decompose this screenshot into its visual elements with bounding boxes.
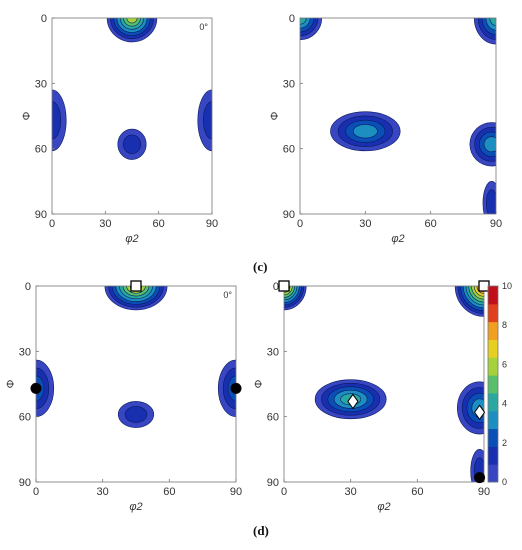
x-axis-label: φ2 <box>129 501 142 513</box>
y-tick-label: 0 <box>273 281 279 293</box>
contour-3-level-4 <box>483 136 496 153</box>
y-tick-label: 30 <box>283 78 295 90</box>
plot-area <box>300 18 496 214</box>
colorbar-segment <box>488 410 498 430</box>
colorbar-tick-label: 8 <box>502 320 507 330</box>
angle-annotation: 0° <box>223 290 232 300</box>
marker-square <box>278 280 290 292</box>
angle-annotation: 0° <box>199 22 208 32</box>
x-tick-label: 60 <box>163 486 175 498</box>
plot-area <box>52 18 212 214</box>
marker-circle <box>230 382 242 394</box>
colorbar-tick-label: 2 <box>502 438 507 448</box>
marker-diamond <box>473 404 486 421</box>
colorbar-frame <box>487 285 499 483</box>
panel-label-c: (c) <box>253 259 268 274</box>
y-axis-label: Φ <box>21 111 33 120</box>
y-tick-label: 90 <box>35 209 47 221</box>
y-tick-label: 60 <box>19 412 31 424</box>
panel-label-d: (d) <box>253 523 269 538</box>
colorbar-tick-label: 10 <box>502 281 512 291</box>
colorbar-segment <box>488 428 498 447</box>
contour-4-level-2 <box>485 189 496 214</box>
contour-0-level-5 <box>300 18 307 25</box>
colorbar-segment <box>488 286 498 305</box>
x-tick-label: 60 <box>153 218 165 230</box>
contour-2-level-2 <box>202 101 212 140</box>
colorbar-segment <box>488 339 498 358</box>
colorbar-segment <box>488 321 498 340</box>
y-tick-label: 0 <box>289 13 295 25</box>
y-tick-label: 90 <box>267 477 279 489</box>
marker-square <box>130 280 142 292</box>
x-tick-label: 60 <box>425 218 437 230</box>
x-tick-label: 90 <box>478 486 490 498</box>
colorbar-tick-label: 0 <box>502 477 507 487</box>
y-tick-label: 60 <box>283 144 295 156</box>
x-tick-label: 30 <box>345 486 357 498</box>
y-axis-label: Φ <box>5 379 17 388</box>
x-tick-label: 90 <box>206 218 218 230</box>
x-tick-label: 0 <box>49 218 55 230</box>
marker-circle <box>474 472 486 484</box>
y-tick-label: 90 <box>283 209 295 221</box>
plot-area <box>36 286 236 482</box>
plot-frame <box>299 17 497 215</box>
contour-0-level-7 <box>126 18 138 24</box>
contour-group <box>300 18 496 214</box>
colorbar-segment <box>488 446 498 465</box>
x-axis-label: φ2 <box>377 501 390 513</box>
x-tick-label: 0 <box>33 486 39 498</box>
y-tick-label: 30 <box>35 78 47 90</box>
colorbar-tick-label: 4 <box>502 399 507 409</box>
marker-circle <box>30 382 42 394</box>
y-tick-label: 60 <box>35 144 47 156</box>
x-tick-label: 60 <box>411 486 423 498</box>
plot-frame <box>283 285 485 483</box>
contour-group <box>52 18 212 160</box>
colorbar: 0 2 4 6 8 10 <box>487 281 512 487</box>
x-tick-label: 90 <box>230 486 242 498</box>
y-tick-label: 30 <box>19 346 31 358</box>
y-tick-label: 0 <box>25 281 31 293</box>
y-axis-label: Φ <box>253 379 265 388</box>
y-tick-label: 30 <box>267 346 279 358</box>
plot-area <box>284 286 484 482</box>
y-tick-label: 60 <box>267 412 279 424</box>
colorbar-segment <box>488 357 498 376</box>
contour-3-level-2 <box>122 134 142 154</box>
y-tick-label: 90 <box>19 477 31 489</box>
colorbar-tick-label: 6 <box>502 359 507 369</box>
x-tick-label: 0 <box>297 218 303 230</box>
colorbar-segment <box>488 464 498 483</box>
colorbar-segment <box>488 375 498 394</box>
x-axis-label: φ2 <box>125 233 138 245</box>
marker-diamond <box>347 393 359 410</box>
x-axis-label: φ2 <box>391 233 404 245</box>
colorbar-segment <box>488 303 498 323</box>
plot-frame <box>51 17 213 215</box>
x-tick-label: 0 <box>281 486 287 498</box>
x-tick-label: 90 <box>490 218 502 230</box>
x-tick-label: 30 <box>97 486 109 498</box>
marker-square <box>478 280 490 292</box>
contour-2-level-4 <box>352 124 378 139</box>
colorbar-segment <box>488 392 498 412</box>
x-tick-label: 30 <box>359 218 371 230</box>
contour-3-level-2 <box>124 406 148 423</box>
x-tick-label: 30 <box>99 218 111 230</box>
y-tick-label: 0 <box>41 13 47 25</box>
y-axis-label: Φ <box>269 111 281 120</box>
contour-1-level-2 <box>52 101 62 140</box>
